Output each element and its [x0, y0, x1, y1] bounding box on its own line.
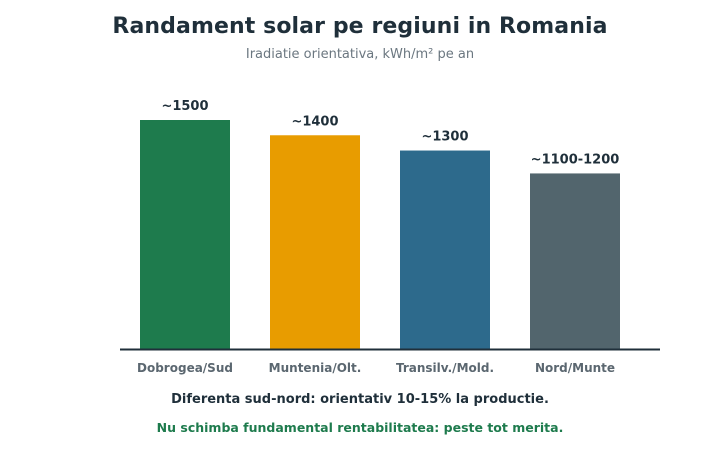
bar-1 — [140, 120, 230, 349]
bar-3 — [400, 150, 490, 349]
chart-subtitle: Iradiatie orientativa, kWh/m² pe an — [245, 47, 475, 62]
bar-4 — [530, 173, 620, 349]
bar-2 — [270, 135, 360, 349]
data-label-1: ~1500 — [161, 99, 208, 114]
category-label-4: Nord/Munte — [535, 361, 615, 375]
data-label-3: ~1300 — [421, 130, 468, 145]
data-label-2: ~1400 — [291, 114, 338, 129]
category-label-1: Dobrogea/Sud — [137, 361, 233, 375]
chart-title: Randament solar pe regiuni in Romania — [112, 14, 608, 39]
data-label-4: ~1100-1200 — [531, 152, 620, 167]
note-profitability: Nu schimba fundamental rentabilitatea: p… — [156, 420, 564, 435]
note-regional-difference: Diferenta sud-nord: orientativ 10-15% la… — [171, 392, 549, 407]
category-label-2: Muntenia/Olt. — [269, 361, 362, 375]
category-label-3: Transilv./Mold. — [396, 361, 494, 375]
